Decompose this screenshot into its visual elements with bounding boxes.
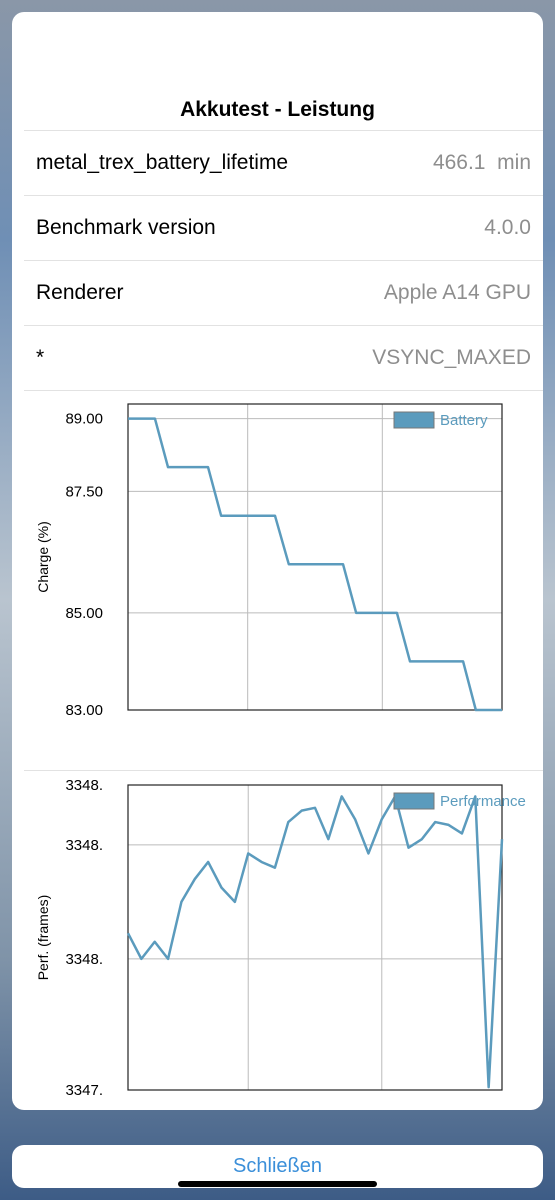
data-line (126, 795, 504, 1089)
divider (24, 390, 543, 391)
y-tick-label: 85.00 (65, 605, 103, 622)
info-row: Renderer Apple A14 GPU (24, 260, 543, 326)
plot-area (128, 404, 502, 710)
divider (24, 770, 543, 771)
info-row: * VSYNC_MAXED (24, 325, 543, 391)
legend-swatch (393, 792, 435, 810)
y-tick-label: 83.00 (65, 702, 103, 719)
info-row: Benchmark version 4.0.0 (24, 195, 543, 261)
close-button[interactable]: Schließen (12, 1145, 543, 1188)
y-axis-label: Charge (%) (35, 521, 51, 593)
y-tick-label: 3348. (65, 951, 103, 968)
row-value: VSYNC_MAXED (372, 346, 531, 369)
row-label: metal_trex_battery_lifetime (36, 151, 289, 174)
info-row: metal_trex_battery_lifetime 466.1 min (24, 130, 543, 196)
y-tick-label: 89.00 (65, 411, 103, 428)
legend-swatch (393, 411, 435, 429)
legend-label: Battery (440, 412, 488, 429)
row-value: 4.0.0 (484, 216, 531, 239)
home-indicator (178, 1181, 377, 1187)
row-value: 466.1 min (432, 151, 531, 174)
y-axis-label: Perf. (frames) (35, 895, 51, 981)
y-tick-label: 87.50 (65, 483, 103, 500)
data-line (128, 417, 502, 712)
dialog-title: Akkutest - Leistung (180, 98, 375, 121)
plot-frame (127, 784, 503, 1091)
row-label: Benchmark version (36, 216, 216, 239)
y-tick-label: 3347. (65, 1082, 103, 1099)
y-tick-label: 3348. (65, 777, 103, 794)
row-label: Renderer (36, 281, 124, 304)
row-label: * (36, 346, 45, 369)
row-value: Apple A14 GPU (383, 281, 531, 304)
plot-frame (127, 403, 503, 711)
y-tick-label: 3348. (65, 837, 103, 854)
plot-area (128, 785, 502, 1090)
legend-label: Performance (440, 793, 526, 810)
